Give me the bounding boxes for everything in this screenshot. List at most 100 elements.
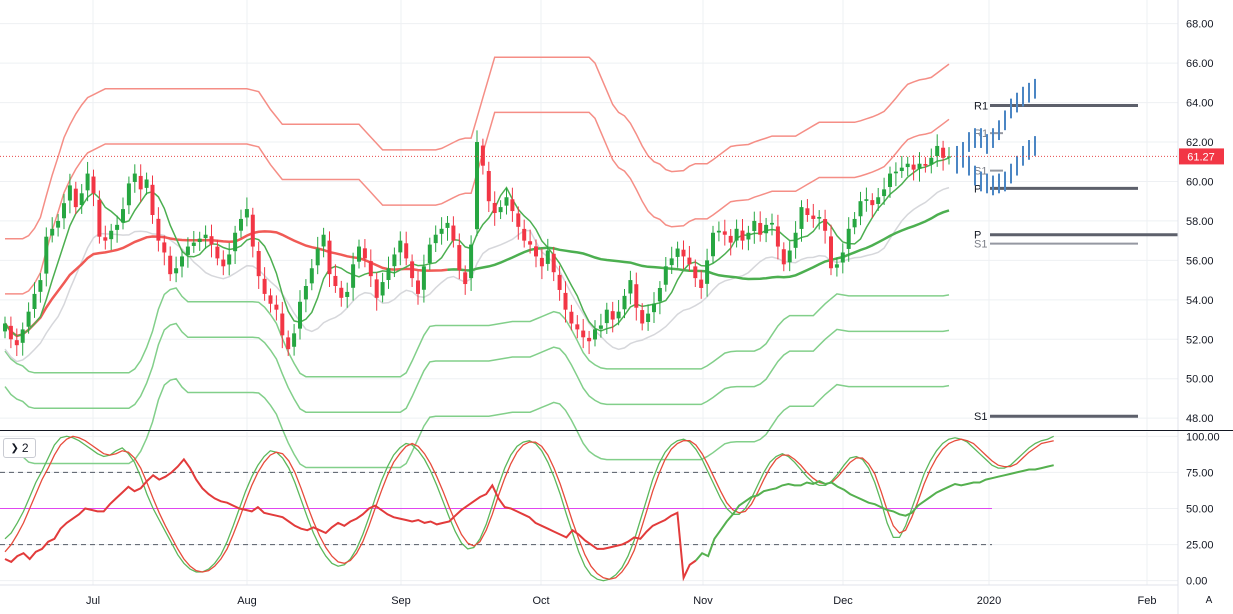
- candle: [197, 231, 202, 251]
- candle-body: [681, 249, 686, 257]
- price-axis-tick-label: 50.00: [1186, 374, 1214, 386]
- candle-body: [722, 231, 727, 235]
- candle-body: [362, 248, 367, 259]
- slow-ma-bearish: [3, 230, 448, 338]
- lower-band-middle: [4, 322, 950, 413]
- candle-body: [457, 245, 462, 271]
- candle-body: [675, 248, 680, 257]
- momentum-line-bearish: [4, 457, 697, 582]
- candle: [345, 282, 350, 308]
- candle-body: [333, 275, 338, 287]
- candle: [693, 259, 698, 287]
- candle-body: [109, 230, 114, 240]
- candle: [103, 225, 108, 250]
- candle-body: [516, 213, 521, 227]
- candle: [551, 246, 556, 282]
- price-axis-tick-label: 58.00: [1186, 216, 1214, 228]
- candle-body: [32, 293, 37, 309]
- candle: [652, 292, 656, 323]
- oscillator-axis-tick-label: 100.00: [1186, 431, 1220, 443]
- pivot-label: S1: [974, 411, 987, 423]
- oscillator-axis-tick-label: 25.00: [1186, 540, 1214, 552]
- candle: [598, 313, 603, 338]
- candle-body: [427, 244, 432, 264]
- pivot-label: R1: [974, 101, 988, 113]
- candle-body: [693, 266, 698, 279]
- time-axis-tick-label: Aug: [237, 595, 257, 607]
- candle: [722, 219, 727, 246]
- candle-body: [20, 329, 25, 343]
- candle-body: [315, 248, 320, 266]
- candle-body: [303, 286, 308, 300]
- candle: [480, 138, 485, 175]
- candle: [26, 302, 31, 334]
- candle-body: [351, 264, 356, 288]
- candle-body: [398, 240, 403, 253]
- candle: [244, 197, 249, 227]
- candle-body: [522, 228, 527, 241]
- candle-body: [899, 167, 904, 172]
- candlestick-series[interactable]: [3, 130, 951, 357]
- time-axis-tick-label: Feb: [1138, 595, 1157, 607]
- pivot-label: P: [974, 230, 981, 242]
- candle: [728, 229, 733, 256]
- candle-body: [893, 171, 898, 174]
- candle: [315, 236, 320, 275]
- candle: [947, 147, 951, 165]
- candle-body: [846, 228, 851, 249]
- candle-body: [758, 222, 763, 235]
- candle: [309, 258, 314, 291]
- candle-body: [941, 147, 946, 158]
- oscillator-axis[interactable]: 100.00 75.00 50.00 25.00 0.00: [1186, 431, 1220, 587]
- candle-body: [888, 173, 892, 187]
- candle: [410, 254, 415, 287]
- candle-body: [3, 323, 7, 332]
- candle-body: [657, 287, 662, 302]
- candle: [657, 281, 662, 315]
- candle: [823, 209, 828, 244]
- candle: [646, 304, 651, 331]
- pivot-label: S1: [974, 239, 987, 251]
- candle-body: [79, 193, 84, 206]
- time-axis[interactable]: Jul Aug Sep Oct Nov Dec 2020 Feb: [86, 595, 1157, 607]
- price-axis-tick-label: 68.00: [1186, 19, 1214, 31]
- candle: [156, 207, 161, 252]
- main-price-axis[interactable]: 68.00 66.00 64.00 62.00 60.00 58.00 56.00 54.00…: [1186, 19, 1214, 425]
- price-axis-tick-label: 48.00: [1186, 413, 1214, 425]
- grey-moving-average: [4, 186, 950, 363]
- price-axis-tick-label: 64.00: [1186, 98, 1214, 110]
- candle: [758, 211, 763, 242]
- pane-collapse-button[interactable]: ❯ 2: [3, 438, 36, 458]
- candle: [144, 172, 149, 195]
- candle-body: [268, 295, 273, 304]
- price-axis-tick-label: 66.00: [1186, 58, 1214, 70]
- candle: [203, 225, 208, 249]
- candle: [846, 217, 851, 262]
- candle: [67, 173, 72, 214]
- candle: [888, 166, 892, 198]
- candle-body: [339, 287, 344, 298]
- candle: [32, 282, 37, 318]
- candle-body: [103, 237, 108, 241]
- candle: [675, 241, 680, 268]
- candle: [534, 239, 538, 268]
- candle: [174, 256, 179, 283]
- time-axis-tick-label: Oct: [532, 595, 549, 607]
- auto-scale-button[interactable]: A: [1199, 590, 1219, 610]
- candle-body: [616, 311, 621, 319]
- candle-body: [250, 214, 255, 247]
- candle: [150, 175, 155, 224]
- oscillator-axis-tick-label: 50.00: [1186, 504, 1214, 516]
- candle-body: [929, 157, 934, 165]
- candle: [79, 184, 84, 214]
- candle-body: [634, 284, 639, 308]
- price-axis-tick-label: 54.00: [1186, 295, 1214, 307]
- candle-body: [191, 242, 196, 246]
- candle-body: [197, 238, 202, 243]
- candle: [640, 303, 645, 331]
- candle: [233, 225, 238, 265]
- candle-body: [829, 236, 833, 269]
- candle: [634, 272, 639, 321]
- candle: [392, 247, 397, 278]
